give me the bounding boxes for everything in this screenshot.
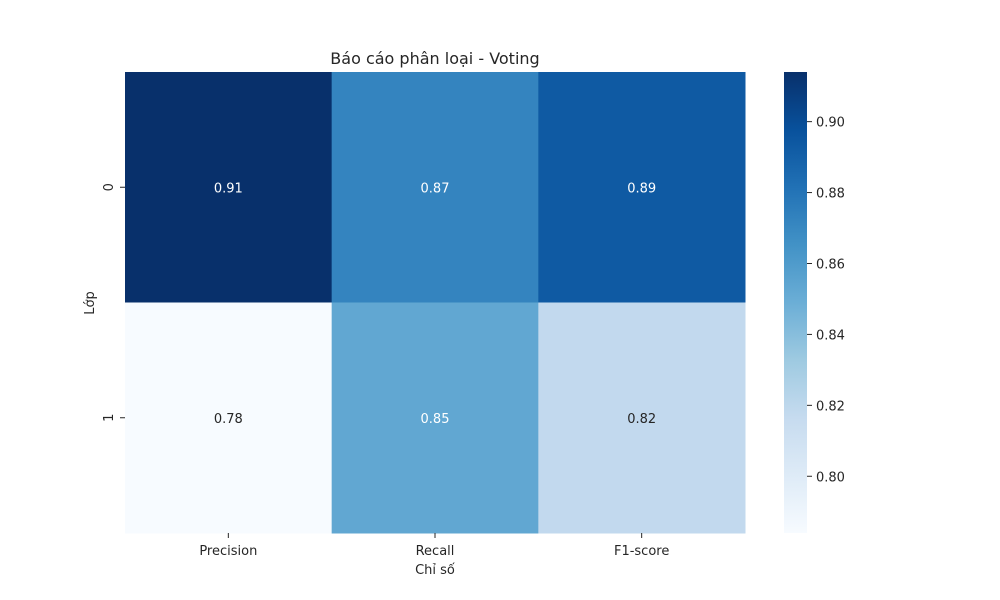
y-tick-label: 1 [102,414,117,422]
colorbar-tick-label: 0.88 [816,187,845,202]
colorbar-tick-label: 0.82 [816,399,845,414]
cell-annotation: 0.87 [421,181,450,196]
cell-annotation: 0.85 [421,412,450,427]
colorbar-tick-label: 0.84 [816,328,845,343]
colorbar-axis: 0.80 0.82 0.84 0.86 0.88 0.90 [807,116,845,485]
heatmap-cell [538,72,746,303]
cell-annotation: 0.89 [627,181,656,196]
x-tick-label: F1-score [614,544,669,559]
cell-annotation: 0.91 [214,181,243,196]
colorbar-tick-label: 0.90 [816,116,845,131]
heatmap-cell [125,72,333,303]
x-tick-label: Precision [199,544,257,559]
cell-annotation: 0.78 [214,412,243,427]
cell-annotation: 0.82 [627,412,656,427]
colorbar [784,72,807,533]
cell-annotations: 0.91 0.87 0.89 0.78 0.85 0.82 [214,181,656,427]
chart-title: Báo cáo phân loại - Voting [330,49,539,68]
heatmap-cell [125,302,333,534]
y-tick-label: 0 [102,183,117,191]
heatmap-cell [331,72,539,303]
y-axis-label: Lớp [83,291,98,314]
colorbar-tick-label: 0.86 [816,257,845,272]
colorbar-tick-label: 0.80 [816,470,845,485]
x-tick-label: Recall [416,544,455,559]
heatmap-cells [125,72,746,534]
heatmap-cell [538,302,746,534]
x-axis: Precision Recall F1-score [199,533,669,559]
x-axis-label: Chỉ số [415,563,455,578]
y-axis: 01 [102,183,125,422]
heatmap-cell [331,302,539,534]
